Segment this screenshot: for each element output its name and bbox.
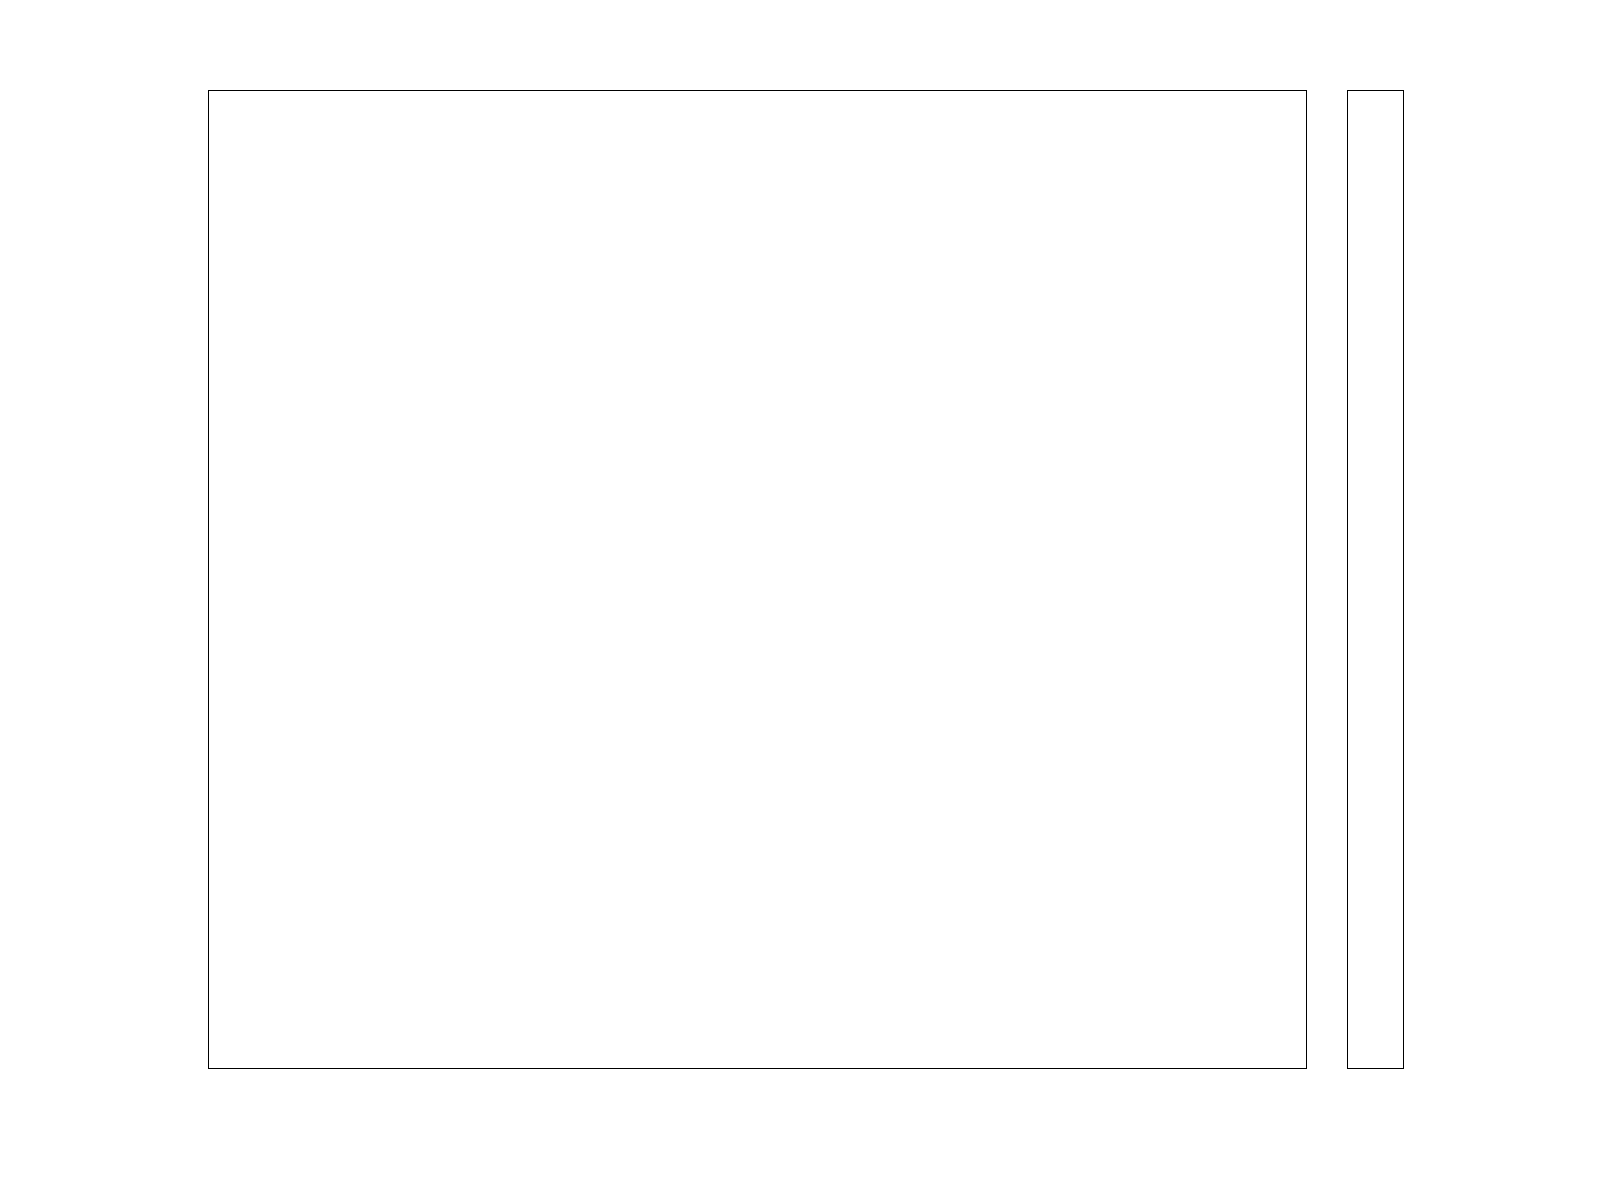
heatmap-canvas xyxy=(209,91,1306,1068)
colorbar-canvas xyxy=(1348,91,1403,1068)
heatmap-plot-area xyxy=(208,90,1307,1069)
colorbar xyxy=(1347,90,1404,1069)
